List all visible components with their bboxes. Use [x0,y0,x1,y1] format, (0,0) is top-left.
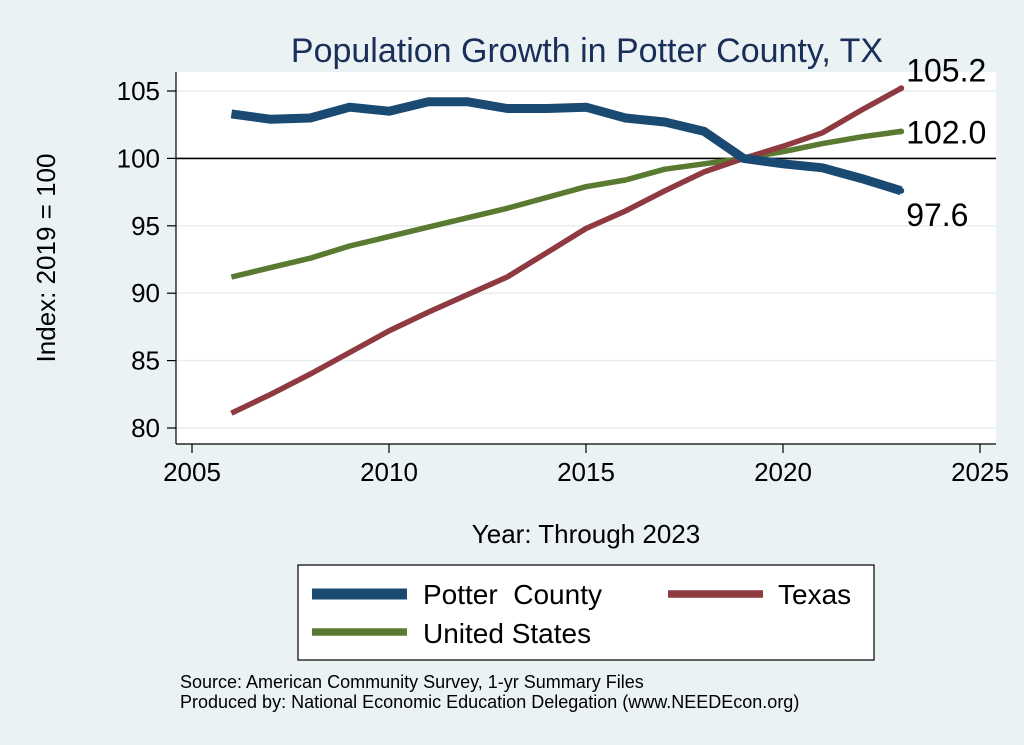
source-line-2: Produced by: National Economic Education… [180,692,799,712]
legend-label-united-states: United States [423,618,591,649]
legend: Potter County Texas United States [312,579,851,649]
legend-label-texas: Texas [778,579,851,610]
x-tick-label-2020: 2020 [754,457,812,487]
end-label-texas: 105.2 [906,52,986,88]
x-tick-label-2005: 2005 [163,457,221,487]
source-line-1: Source: American Community Survey, 1-yr … [180,672,644,692]
y-tick-label-90: 90 [131,278,160,308]
series-line-potter-county [230,97,903,196]
axes: 80 85 90 95 100 105 2005 2010 2015 2020 2025 [117,72,1009,487]
y-tick-label-85: 85 [131,346,160,376]
series-line-texas [230,85,903,416]
legend-label-potter-county: Potter County [423,579,602,610]
y-tick-label-80: 80 [131,413,160,443]
x-tick-label-2025: 2025 [951,457,1009,487]
y-tick-label-95: 95 [131,211,160,241]
end-point-potter-county [898,187,905,194]
series-line-united-states [230,128,902,280]
y-tick-label-100: 100 [117,143,160,173]
plot-area [176,72,996,444]
y-tick-label-105: 105 [117,76,160,106]
x-tick-label-2015: 2015 [557,457,615,487]
x-axis-title: Year: Through 2023 [472,519,700,549]
end-labels: 97.6 105.2 102.0 [906,52,986,232]
y-axis-title: Index: 2019 = 100 [31,154,61,363]
source-note: Source: American Community Survey, 1-yr … [180,672,799,712]
x-tick-label-2010: 2010 [360,457,418,487]
end-label-united-states: 102.0 [906,114,986,150]
series-layer [230,85,905,416]
end-point-texas [898,85,905,92]
end-label-potter-county: 97.6 [906,197,968,233]
legend-box [297,564,875,661]
chart-title: Population Growth in Potter County, TX [291,32,883,70]
end-point-united-states [898,128,905,135]
